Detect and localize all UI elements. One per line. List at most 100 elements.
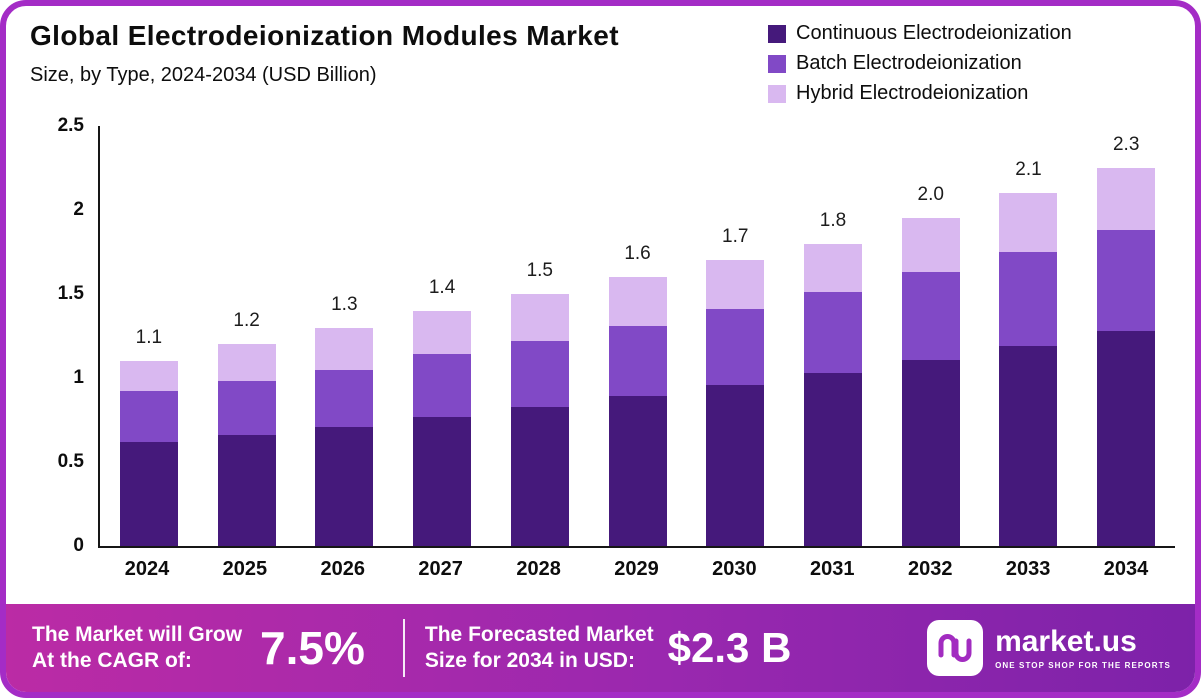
bar-segment: [608, 325, 667, 397]
bar-segment: [804, 372, 862, 546]
cagr-label-line1: The Market will Grow: [32, 622, 243, 646]
banner-divider: [402, 619, 405, 677]
x-axis-labels: 2024 2025 2026 2027 2028 2029 2030 2031 2032 2033…: [98, 558, 1175, 581]
bar-segment: [706, 384, 765, 546]
bar-slot: 1.6: [589, 126, 687, 546]
bar-total-label: 2.3: [1112, 134, 1140, 155]
chart-subtitle: Size, by Type, 2024-2034 (USD Billion): [30, 64, 377, 86]
bar-segment: [999, 346, 1058, 546]
legend-label: Continuous Electrodeionization: [796, 22, 1072, 44]
bar-total-label: 1.3: [331, 293, 358, 315]
x-tick-label: 2028: [516, 558, 561, 580]
bar-total-label: 1.5: [526, 260, 554, 281]
stacked-bar-2024: 1.1: [119, 126, 178, 546]
x-tick-label: 2029: [614, 558, 659, 580]
legend-label: Hybrid Electrodeionization: [796, 82, 1029, 104]
bar-segment: [706, 309, 765, 385]
bar-segment: [608, 396, 667, 546]
footer-banner: The Market will Grow At the CAGR of: 7.5…: [6, 604, 1195, 692]
bar-segment: [315, 426, 374, 546]
bar-segment: [804, 243, 862, 293]
bar-slot: 1.1: [100, 126, 198, 546]
bar-segment: [315, 369, 374, 427]
bar-slot: 1.2: [198, 126, 296, 546]
bar-slot: 2.1: [980, 126, 1078, 546]
bar-segment: [413, 416, 472, 546]
legend-label: Batch Electrodeionization: [796, 52, 1022, 74]
forecast-label: The Forecasted Market Size for 2034 in U…: [425, 622, 654, 675]
bar-total-label: 2.0: [917, 184, 944, 206]
bar-segment: [804, 292, 862, 373]
legend-swatch: [768, 84, 786, 103]
brand-name: market.us: [995, 624, 1137, 658]
stacked-bar-2030: 1.7: [706, 126, 765, 546]
brand-tagline: ONE STOP SHOP FOR THE REPORTS: [995, 660, 1171, 670]
bar-segment: [217, 381, 276, 436]
stacked-bar-2033: 2.1: [999, 126, 1058, 546]
cagr-label: The Market will Grow At the CAGR of:: [32, 622, 242, 675]
bar-slot: 1.5: [491, 126, 589, 546]
legend-item-1: Batch Electrodeionization: [768, 52, 1072, 75]
bar-segment: [217, 435, 276, 546]
y-tick-label: 2: [73, 199, 84, 220]
chart-title: Global Electrodeionization Modules Marke…: [30, 20, 619, 51]
bar-segment: [1097, 168, 1156, 231]
chart-plot: 1.1 1.2 1.3 1.4 1.5 1.6 1.7 1.8 2.0 2.1 2.3 0 0.5 1 1…: [58, 115, 1175, 556]
stacked-bar-2026: 1.3: [315, 126, 374, 546]
legend-swatch: [768, 24, 786, 43]
bar-segment: [999, 252, 1058, 347]
y-tick-label: 1: [73, 367, 84, 388]
bar-segment: [510, 341, 569, 407]
forecast-value: $2.3 B: [667, 624, 792, 671]
forecast-label-line1: The Forecasted Market: [424, 622, 654, 646]
stacked-bar-2029: 1.6: [608, 126, 667, 546]
bar-total-label: 2.1: [1015, 159, 1042, 181]
y-tick-label: 2.5: [57, 115, 84, 136]
legend: Continuous Electrodeionization Batch Elec…: [768, 22, 1072, 112]
bar-segment: [413, 310, 472, 355]
bar-segment: [1097, 230, 1156, 331]
stacked-bar-2032: 2.0: [901, 126, 960, 546]
bar-segment: [608, 277, 667, 326]
bar-segment: [999, 193, 1058, 253]
bar-segment: [217, 344, 276, 382]
legend-swatch: [768, 54, 786, 73]
bar-segment: [510, 294, 569, 342]
plot-area: 1.1 1.2 1.3 1.4 1.5 1.6 1.7 1.8 2.0 2.1 2.3: [100, 126, 1175, 546]
x-tick-label: 2030: [712, 558, 757, 580]
bar-segment: [119, 441, 178, 546]
bar-slot: 2.3: [1077, 126, 1175, 546]
marketus-logo-icon: [927, 620, 984, 676]
bar-segment: [901, 359, 960, 546]
x-tick-label: 2031: [810, 558, 855, 580]
cagr-label-line2: At the CAGR of:: [32, 649, 192, 672]
x-tick-label: 2026: [320, 558, 366, 580]
bar-segment: [510, 406, 569, 546]
stacked-bar-2027: 1.4: [413, 126, 472, 546]
bar-slot: 2.0: [882, 126, 980, 546]
bar-segment: [1097, 330, 1156, 546]
bar-segment: [706, 260, 765, 310]
cagr-value: 7.5%: [260, 622, 365, 674]
bar-segment: [119, 391, 178, 442]
x-tick-label: 2032: [907, 558, 953, 580]
x-tick-label: 2024: [124, 558, 170, 580]
bar-segment: [901, 272, 960, 360]
forecast-label-line2: Size for 2034 in USD:: [424, 649, 635, 672]
x-tick-label: 2034: [1103, 558, 1149, 580]
bar-total-label: 1.1: [135, 327, 163, 349]
x-tick-label: 2027: [418, 558, 463, 580]
y-tick-label: 1.5: [57, 283, 84, 304]
bar-total-label: 1.2: [233, 310, 260, 332]
x-tick-label: 2033: [1005, 558, 1051, 580]
legend-item-2: Hybrid Electrodeionization: [768, 82, 1072, 105]
stacked-bar-2028: 1.5: [510, 126, 569, 546]
bar-slot: 1.7: [686, 126, 784, 546]
legend-item-0: Continuous Electrodeionization: [768, 22, 1072, 45]
chart-header: Global Electrodeionization Modules Marke…: [30, 20, 619, 87]
bar-total-label: 1.8: [819, 209, 847, 231]
bar-segment: [901, 218, 960, 273]
bar-total-label: 1.6: [624, 243, 651, 265]
brand-logo-group: market.us ONE STOP SHOP FOR THE REPORTS: [927, 620, 1171, 676]
